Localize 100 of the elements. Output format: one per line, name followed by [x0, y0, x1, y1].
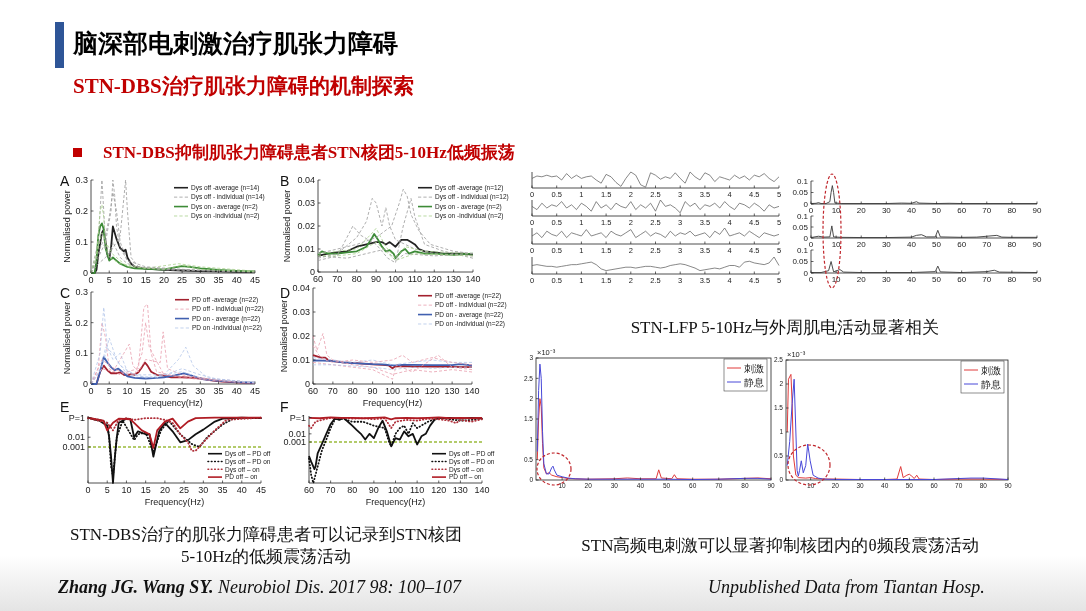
- y-tick-label: 0.01: [67, 432, 85, 443]
- x-tick-label: 40: [231, 275, 242, 285]
- chart-title: C: [60, 285, 71, 301]
- x-tick-label: 15: [140, 485, 151, 495]
- chart-title: F: [280, 399, 289, 415]
- y-tick-label: 0.01: [297, 244, 315, 255]
- x-tick-label: 10: [121, 485, 132, 495]
- x-tick-label: 40: [906, 275, 917, 284]
- x-tick-label: 35: [213, 275, 224, 285]
- x-tick-label: 130: [444, 386, 460, 396]
- x-tick-label: 60: [957, 275, 967, 284]
- x-tick-label: 80: [1007, 275, 1017, 284]
- chart-title: E: [60, 399, 70, 415]
- legend-label: 刺激: [744, 362, 764, 374]
- x-tick-label: 20: [856, 275, 867, 284]
- x-tick-label: 50: [932, 275, 942, 284]
- x-tick-label: 90: [368, 485, 379, 495]
- y-tick-label: 0.1: [796, 211, 809, 221]
- x-tick-label: 70: [327, 386, 338, 396]
- x-tick-label: 25: [177, 386, 188, 396]
- y-tick-label: 0.05: [792, 188, 809, 198]
- text: STN-DBS治疗肌张力障碍的机制探索: [73, 73, 414, 100]
- y-tick-label: 0.1: [75, 348, 88, 359]
- x-tick-label: 45: [255, 485, 267, 495]
- x-tick-label: 140: [465, 274, 481, 284]
- chart-title: D: [280, 285, 291, 301]
- text: Zhang JG. Wang SY.: [58, 577, 214, 597]
- x-tick-label: 70: [332, 274, 343, 284]
- x-tick-label: 30: [881, 240, 892, 249]
- x-tick-label: 90: [1032, 240, 1042, 249]
- x-tick-label: 5: [106, 275, 112, 285]
- x-tick-label: 70: [982, 206, 992, 215]
- x-tick-label: 40: [906, 240, 917, 249]
- x-tick-label: 30: [881, 206, 892, 215]
- x-tick-label: 120: [424, 386, 440, 396]
- x-tick-label: 20: [856, 206, 867, 215]
- x-tick-label: 35: [217, 485, 228, 495]
- x-tick-label: 130: [452, 485, 468, 495]
- x-tick-label: 70: [982, 275, 992, 284]
- x-tick-label: 80: [347, 386, 358, 396]
- y-tick-label: 0.05: [792, 257, 809, 267]
- x-tick-label: 5: [106, 386, 112, 396]
- x-tick-label: 10: [831, 240, 842, 249]
- x-tick-label: 70: [982, 240, 992, 249]
- x-tick-label: 30: [195, 386, 206, 396]
- text: STN-DBS治疗的肌张力障碍患者可以记录到STN核团5-10Hz的低频震荡活动: [69, 524, 463, 568]
- x-tick-label: 40: [236, 485, 247, 495]
- x-axis-title: Frequency(Hz): [365, 497, 426, 507]
- y-axis-title: Normalised power: [279, 299, 289, 373]
- x-axis-title: Frequency(Hz): [144, 497, 205, 507]
- x-tick-label: 120: [431, 485, 447, 495]
- y-tick-label: 0.3: [75, 287, 88, 298]
- y-tick-label: 0.02: [297, 221, 315, 232]
- x-tick-label: 100: [387, 485, 404, 495]
- x-tick-label: 110: [405, 386, 420, 396]
- x-axis-title: Frequency(Hz): [143, 398, 203, 408]
- x-tick-label: 5: [104, 485, 110, 495]
- x-tick-label: 60: [303, 485, 315, 495]
- x-tick-label: 80: [351, 274, 362, 284]
- legend-label: 静息: [744, 376, 764, 388]
- x-tick-label: 30: [198, 485, 209, 495]
- x-tick-label: 45: [249, 386, 261, 396]
- x-tick-label: 20: [856, 240, 867, 249]
- x-tick-label: 25: [177, 275, 188, 285]
- text: STN-LFP 5-10Hz与外周肌电活动显著相关: [629, 317, 941, 339]
- x-tick-label: 80: [1007, 240, 1017, 249]
- y-tick-label: 0.01: [292, 355, 310, 366]
- x-tick-label: 130: [446, 274, 462, 284]
- x-tick-label: 110: [407, 274, 423, 284]
- x-tick-label: 10: [122, 386, 133, 396]
- x-tick-label: 70: [325, 485, 336, 495]
- x-tick-label: 90: [367, 386, 378, 396]
- y-tick-label: 0.001: [62, 442, 85, 453]
- x-tick-label: 50: [932, 240, 942, 249]
- x-tick-label: 140: [464, 386, 480, 396]
- x-tick-label: 10: [831, 206, 842, 215]
- y-axis-title: Normalised power: [62, 301, 72, 375]
- x-tick-label: 15: [140, 275, 151, 285]
- x-tick-label: 45: [249, 275, 261, 285]
- y-tick-label: 0.001: [283, 437, 306, 448]
- text: STN-DBS抑制肌张力障碍患者STN核团5-10Hz低频振荡: [103, 142, 515, 164]
- y-tick-label: 0.2: [75, 317, 88, 328]
- x-tick-label: 90: [1032, 275, 1042, 284]
- y-axis-title: Normalised power: [282, 189, 292, 263]
- text: 脑深部电刺激治疗肌张力障碍: [73, 28, 398, 59]
- y-tick-label: 0.05: [792, 222, 809, 232]
- text: Unpublished Data from Tiantan Hosp.: [708, 577, 985, 598]
- y-tick-label: 0.1: [75, 237, 88, 248]
- x-tick-label: 35: [213, 386, 224, 396]
- x-tick-label: 40: [906, 206, 917, 215]
- x-tick-label: 20: [158, 275, 169, 285]
- legend-label: 刺激: [981, 364, 1001, 376]
- x-tick-label: 60: [307, 386, 319, 396]
- x-axis-title: Frequency(Hz): [362, 398, 423, 408]
- text: STN高频电刺激可以显著抑制核团内的θ频段震荡活动: [580, 535, 980, 557]
- y-tick-label: 0.04: [297, 175, 315, 186]
- y-tick-label: 0.1: [796, 245, 809, 255]
- y-tick-label: 0.03: [297, 198, 315, 209]
- y-tick-label: 0.1: [796, 176, 809, 186]
- y-tick-label: 0.03: [292, 307, 310, 318]
